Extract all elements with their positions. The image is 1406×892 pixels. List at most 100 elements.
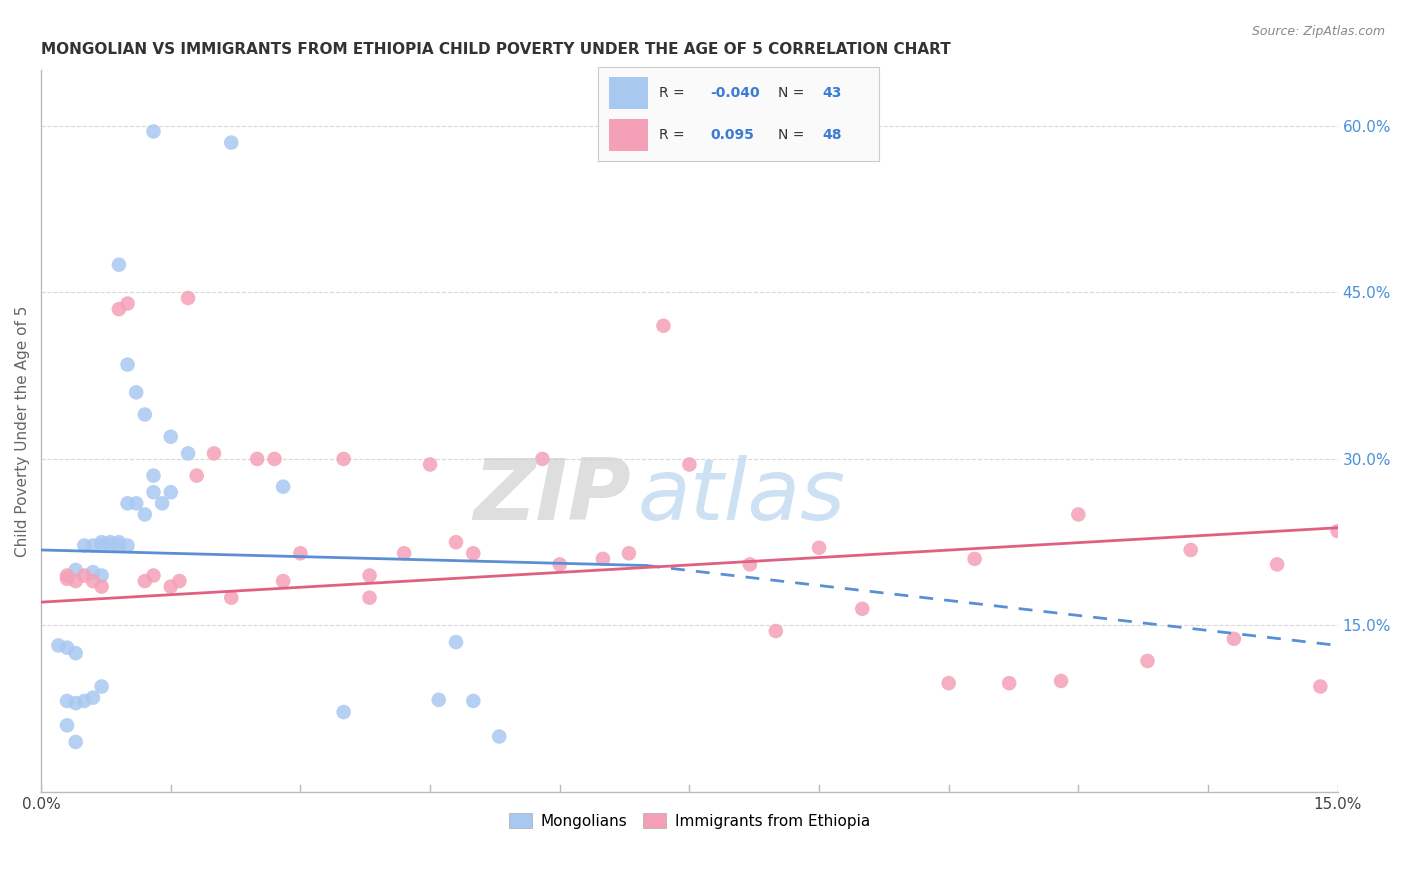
Point [159, 485, 181, 500]
Point [108, 535, 131, 549]
Point [359, 568, 381, 582]
Point [592, 552, 614, 566]
Point [117, 296, 139, 310]
Point [159, 430, 181, 444]
Point [444, 635, 467, 649]
Point [56, 694, 79, 708]
Point [134, 508, 156, 522]
Point [82, 539, 104, 553]
Point [56, 718, 79, 732]
Point [998, 676, 1021, 690]
Point [271, 480, 294, 494]
Point [1180, 543, 1202, 558]
Point [90, 580, 112, 594]
Point [427, 693, 450, 707]
Point [56, 640, 79, 655]
Point [108, 302, 131, 317]
Point [142, 124, 165, 138]
Point [1223, 632, 1246, 646]
Text: ZIP: ZIP [474, 455, 631, 538]
Point [159, 580, 181, 594]
Point [56, 568, 79, 582]
Point [117, 496, 139, 510]
Point [90, 539, 112, 553]
Point [1265, 558, 1288, 572]
Point [246, 452, 269, 467]
Point [963, 552, 986, 566]
Point [65, 735, 87, 749]
Point [65, 696, 87, 710]
Point [142, 568, 165, 582]
Point [98, 539, 121, 553]
Point [134, 408, 156, 422]
Point [1309, 680, 1331, 694]
Point [177, 446, 200, 460]
Point [652, 318, 675, 333]
Point [56, 572, 79, 586]
Text: 48: 48 [823, 128, 842, 142]
Point [678, 458, 700, 472]
Y-axis label: Child Poverty Under the Age of 5: Child Poverty Under the Age of 5 [15, 305, 30, 557]
Point [134, 574, 156, 588]
Point [48, 639, 70, 653]
Point [219, 136, 242, 150]
Point [219, 591, 242, 605]
Point [90, 535, 112, 549]
Point [98, 535, 121, 549]
Point [1136, 654, 1159, 668]
Text: MONGOLIAN VS IMMIGRANTS FROM ETHIOPIA CHILD POVERTY UNDER THE AGE OF 5 CORRELATI: MONGOLIAN VS IMMIGRANTS FROM ETHIOPIA CH… [41, 42, 950, 57]
Point [186, 468, 208, 483]
Point [142, 485, 165, 500]
Point [73, 539, 96, 553]
Point [531, 452, 554, 467]
Point [125, 496, 148, 510]
Point [90, 568, 112, 582]
Point [82, 574, 104, 588]
Text: R =: R = [659, 87, 689, 100]
FancyBboxPatch shape [609, 120, 648, 152]
Point [150, 496, 173, 510]
Text: R =: R = [659, 128, 693, 142]
Point [73, 694, 96, 708]
Point [108, 258, 131, 272]
Text: N =: N = [778, 87, 808, 100]
Point [169, 574, 191, 588]
Point [419, 458, 441, 472]
Point [548, 558, 571, 572]
Point [392, 546, 415, 560]
Text: atlas: atlas [637, 455, 845, 538]
Point [65, 574, 87, 588]
Legend: Mongolians, Immigrants from Ethiopia: Mongolians, Immigrants from Ethiopia [502, 806, 876, 835]
Point [463, 546, 485, 560]
Text: N =: N = [778, 128, 808, 142]
Point [202, 446, 225, 460]
Text: 0.095: 0.095 [710, 128, 754, 142]
Point [359, 591, 381, 605]
Point [82, 690, 104, 705]
Point [290, 546, 312, 560]
Point [82, 565, 104, 579]
Text: -0.040: -0.040 [710, 87, 759, 100]
Point [108, 539, 131, 553]
Point [271, 574, 294, 588]
Point [177, 291, 200, 305]
Point [765, 624, 787, 638]
Point [1050, 673, 1073, 688]
Point [332, 705, 354, 719]
Point [117, 539, 139, 553]
Point [617, 546, 640, 560]
Point [738, 558, 761, 572]
Point [1067, 508, 1090, 522]
Point [90, 680, 112, 694]
Point [142, 468, 165, 483]
Point [808, 541, 831, 555]
Point [463, 694, 485, 708]
Point [851, 602, 873, 616]
Point [444, 535, 467, 549]
Point [73, 568, 96, 582]
Text: 43: 43 [823, 87, 842, 100]
FancyBboxPatch shape [609, 78, 648, 109]
Point [65, 646, 87, 660]
Point [125, 385, 148, 400]
Point [488, 730, 510, 744]
